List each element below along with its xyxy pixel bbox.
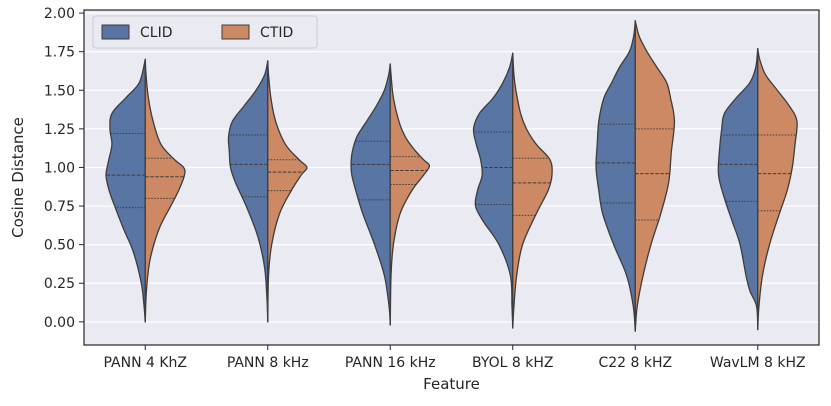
violin-clid-3 xyxy=(472,52,514,329)
x-tick-label: PANN 8 kHz xyxy=(227,355,309,371)
violin-ctid-0 xyxy=(144,58,186,323)
violin-ctid-3 xyxy=(512,52,553,329)
legend: CLID CTID xyxy=(92,15,318,49)
violin-clid-1 xyxy=(227,60,269,323)
violin-clid-2 xyxy=(350,63,391,326)
legend-swatch-clid xyxy=(101,24,130,40)
x-tick-label: C22 8 kHZ xyxy=(598,355,672,371)
x-tick-label: PANN 16 kHz xyxy=(345,355,436,371)
violin-ctid-2 xyxy=(389,63,431,326)
x-tick-label: PANN 4 KhZ xyxy=(103,355,187,371)
violin-clid-4 xyxy=(595,20,636,332)
y-tick-label: 0.75 xyxy=(44,199,75,215)
y-axis-ticks: 0.00 0.25 0.50 0.75 1.00 1.25 1.50 1.75 2.00 xyxy=(44,6,84,331)
gridlines xyxy=(84,12,819,323)
violins xyxy=(105,20,798,332)
y-axis-label: Cosine Distance xyxy=(9,117,27,238)
y-tick-label: 1.75 xyxy=(44,45,75,61)
violin-clid-0 xyxy=(105,58,146,323)
x-axis-ticks: PANN 4 KhZ PANN 8 kHz PANN 16 kHz BYOL 8 kH… xyxy=(103,345,806,371)
legend-box xyxy=(92,15,318,49)
y-tick-label: 1.25 xyxy=(44,122,75,138)
x-tick-label: BYOL 8 kHZ xyxy=(472,355,553,371)
y-tick-label: 2.00 xyxy=(44,6,75,22)
legend-label-clid: CLID xyxy=(140,25,172,41)
violin-ctid-4 xyxy=(634,20,676,332)
y-tick-label: 0.25 xyxy=(44,276,75,292)
violin-ctid-1 xyxy=(267,60,308,323)
y-tick-label: 1.00 xyxy=(44,160,75,176)
y-tick-label: 0.50 xyxy=(44,238,75,254)
violin-clid-5 xyxy=(717,47,759,331)
legend-label-ctid: CTID xyxy=(260,25,293,41)
x-tick-label: WavLM 8 kHZ xyxy=(710,355,806,371)
y-tick-label: 1.50 xyxy=(44,83,75,99)
plot-area xyxy=(84,10,819,345)
y-tick-label: 0.00 xyxy=(44,315,75,331)
x-axis-label: Feature xyxy=(423,375,480,393)
plot-frame xyxy=(83,9,820,346)
legend-swatch-ctid xyxy=(221,24,250,40)
violin-ctid-5 xyxy=(757,47,798,331)
